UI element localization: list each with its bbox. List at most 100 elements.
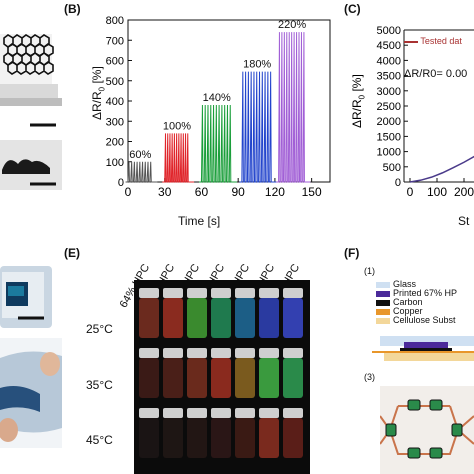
vial-body	[259, 298, 279, 338]
row-label-45c: 45°C	[86, 433, 113, 447]
vial-body	[211, 298, 231, 338]
vial-cap	[187, 348, 207, 358]
row-label-35c: 35°C	[86, 378, 113, 392]
chart-c-ytick-label: 1500	[377, 131, 401, 143]
vial-cap	[211, 288, 231, 298]
vial-body	[187, 358, 207, 398]
chart-b-ylabel: ΔR/R0 [%]	[90, 66, 107, 120]
chart-c-ytick-label: 3000	[377, 86, 401, 98]
chart-c-ytick-label: 2500	[377, 101, 401, 113]
chart-b-series-140pct	[199, 105, 237, 183]
vial-cap	[235, 288, 255, 298]
vial-cap	[259, 348, 279, 358]
vial-cap	[211, 348, 231, 358]
vial-body	[139, 418, 159, 458]
vial-body	[259, 418, 279, 458]
row-label-25c: 25°C	[86, 322, 113, 336]
vial-body	[139, 358, 159, 398]
vial-body	[163, 418, 183, 458]
vial-body	[163, 298, 183, 338]
chart-b-ytick-label: 0	[118, 177, 124, 189]
vial-body	[235, 298, 255, 338]
photo-honeycomb-sensor	[0, 22, 62, 141]
chart-c-ytick-label: 3500	[377, 71, 401, 83]
chart-c-ytick-label: 4000	[377, 55, 401, 67]
legend-glass: Glass	[376, 279, 416, 289]
panel-label-f: (F)	[344, 246, 360, 260]
photo-stretched-sensor	[0, 338, 62, 448]
vial-cap	[211, 408, 231, 418]
chart-c-ylabel: ΔR/R0 [%]	[350, 74, 367, 128]
chart-b-xtick-label: 120	[265, 185, 285, 199]
chart-c-legend: Tested dat	[404, 36, 462, 46]
chart-c-ytick-label: 2000	[377, 116, 401, 128]
vial-body	[283, 298, 303, 338]
chart-b-annotation: 100%	[163, 120, 191, 132]
vial-body	[211, 418, 231, 458]
legend-printed-hpc: Printed 67% HP	[376, 288, 457, 298]
vial-cap	[259, 288, 279, 298]
chart-b-strain-response: 0 30 60 90 120 150 0 100 200 300 400 500 600 700 800 60…	[106, 15, 331, 199]
chart-c-xtick-label: 100	[427, 185, 447, 199]
chart-b-ytick-label: 300	[106, 116, 124, 128]
chart-b-xtick-label: 60	[195, 185, 209, 199]
vial-cap	[235, 408, 255, 418]
chart-c-ytick-label: 500	[383, 162, 401, 174]
chart-b-xlabel: Time [s]	[178, 214, 221, 228]
chart-c-resistance: 0500100015002000250030003500400045005000…	[377, 25, 474, 199]
vial-cap	[163, 348, 183, 358]
vial-cap	[163, 288, 183, 298]
legend-cellulose: Cellulose Subst	[376, 315, 456, 325]
vial-body	[283, 358, 303, 398]
chart-c-series-tested-data	[409, 155, 474, 183]
chart-b-series-180pct	[239, 71, 278, 183]
photo-sensor-on-glass	[0, 262, 56, 332]
chart-b-ytick-label: 500	[106, 76, 124, 88]
chart-b-annotation: 140%	[203, 92, 231, 104]
panel-f-sub-3: (3)	[364, 372, 375, 382]
vial-body	[283, 418, 303, 458]
chart-c-ytick-label: 5000	[377, 25, 401, 37]
chart-b-xtick-label: 0	[125, 185, 132, 199]
chart-c-ytick-label: 4500	[377, 40, 401, 52]
chart-c-xtick-label: 0	[407, 185, 414, 199]
vial-cap	[235, 348, 255, 358]
chart-c-xtick-label: 200	[454, 185, 474, 199]
chart-b-xtick-label: 30	[158, 185, 172, 199]
chart-b-series-220pct	[276, 32, 311, 183]
vial-cap	[283, 348, 303, 358]
chart-c-ytick-label: 1000	[377, 147, 401, 159]
chart-c-xlabel: St	[458, 214, 470, 228]
vial-array-photo	[134, 280, 310, 474]
chart-b-annotation: 220%	[278, 19, 306, 31]
vial-body	[211, 358, 231, 398]
panel-label-b: (B)	[64, 2, 81, 16]
vial-body	[259, 358, 279, 398]
layer-stack-diagram	[372, 336, 474, 361]
vial-cap	[187, 408, 207, 418]
vial-body	[139, 298, 159, 338]
vial-cap	[163, 408, 183, 418]
vial-body	[163, 358, 183, 398]
chart-b-ytick-label: 400	[106, 96, 124, 108]
vial-body	[187, 418, 207, 458]
chart-b-series-60pct	[125, 161, 158, 183]
vial-cap	[259, 408, 279, 418]
vial-cap	[283, 408, 303, 418]
legend-carbon: Carbon	[376, 297, 423, 307]
chart-b-annotation: 180%	[243, 59, 271, 71]
panel-label-c: (C)	[344, 2, 361, 16]
vial-cap	[283, 288, 303, 298]
panel-label-e: (E)	[64, 246, 80, 260]
vial-body	[235, 418, 255, 458]
panel-f-sub-1: (1)	[364, 266, 375, 276]
photo-folded-sensor	[0, 140, 62, 190]
chart-c-ytick-label: 0	[395, 177, 401, 189]
chart-b-series-100pct	[162, 133, 195, 183]
chart-b-ytick-label: 100	[106, 157, 124, 169]
chart-b-ytick-label: 600	[106, 56, 124, 68]
vial-cap	[139, 348, 159, 358]
chart-b-ytick-label: 800	[106, 15, 124, 27]
vial-cap	[139, 408, 159, 418]
sensor-device-photo	[380, 386, 474, 474]
